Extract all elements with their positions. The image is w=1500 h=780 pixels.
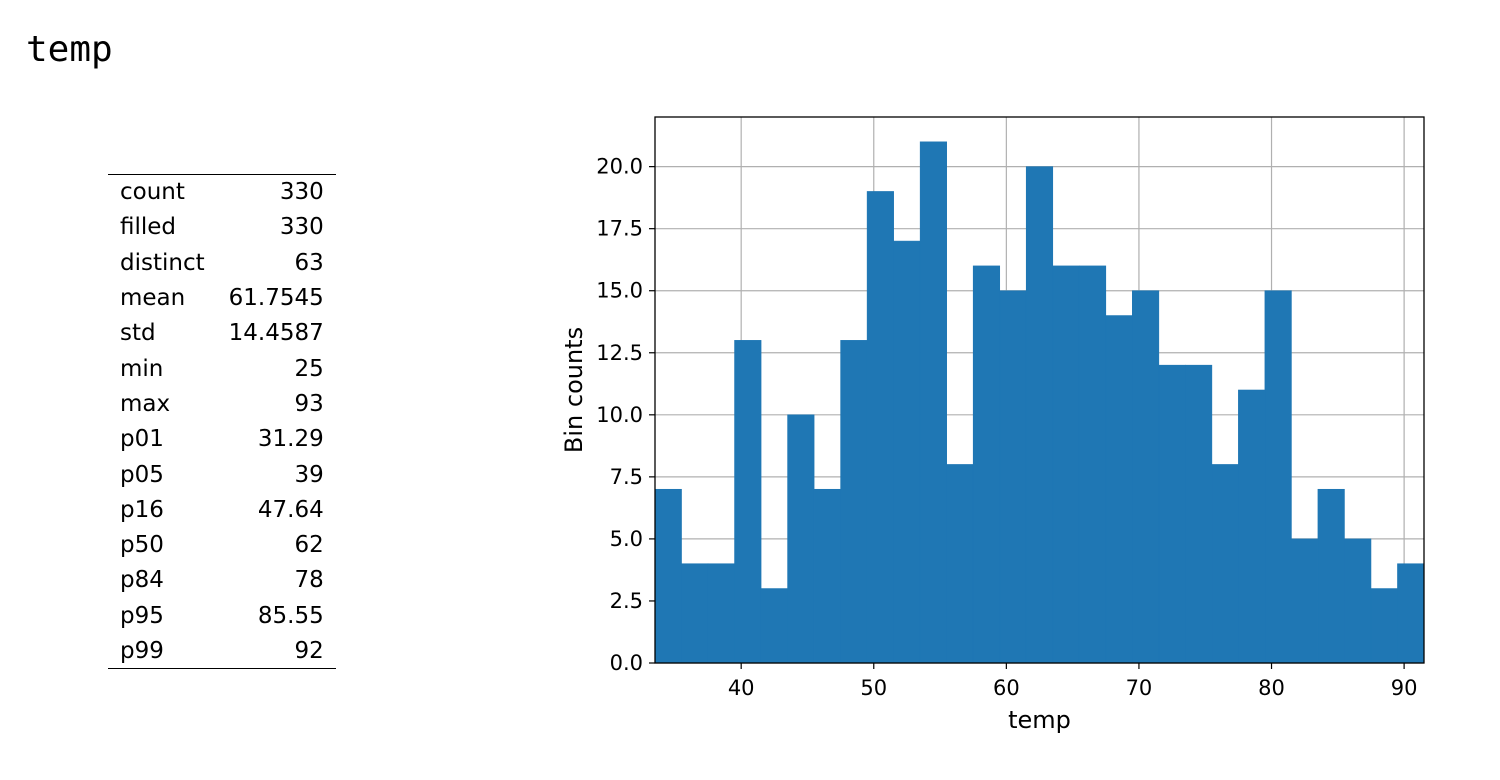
- stat-value: 330: [216, 173, 336, 210]
- y-tick-label: 5.0: [610, 527, 643, 551]
- histogram-bar: [1105, 315, 1133, 664]
- stats-row: p95 85.55: [108, 598, 336, 633]
- stats-row: p84 78: [108, 563, 336, 598]
- stat-label: distinct: [120, 249, 205, 276]
- histogram-bar: [760, 588, 788, 664]
- stat-value: 62: [294, 532, 324, 559]
- stat-label: min: [120, 355, 164, 382]
- y-tick-label: 17.5: [596, 217, 643, 241]
- histogram-bar: [1132, 290, 1160, 664]
- histogram-bar: [707, 563, 735, 664]
- stat-value: 25: [294, 355, 324, 382]
- histogram-bar: [1317, 488, 1345, 664]
- y-tick-label: 20.0: [596, 155, 643, 179]
- histogram-bar: [1052, 265, 1080, 664]
- histogram-bar: [1211, 464, 1239, 664]
- stat-label: p95: [120, 602, 164, 629]
- stat-label: p05: [120, 461, 164, 488]
- histogram-bar: [866, 191, 894, 664]
- stats-row: p50 62: [108, 527, 336, 562]
- stat-label: filled: [120, 214, 177, 241]
- page-title: temp: [26, 29, 113, 70]
- stats-row: p05 39: [108, 457, 336, 492]
- histogram-bar: [1025, 166, 1054, 664]
- histogram-bar: [1238, 389, 1266, 664]
- y-tick-label: 15.0: [596, 279, 643, 303]
- y-tick-label: 7.5: [610, 465, 643, 489]
- histogram-bar: [1264, 290, 1292, 664]
- stat-label: mean: [120, 285, 186, 312]
- stat-label: p50: [120, 532, 164, 559]
- summary-stats-table: count 330 filled 330 distinct 63 mean 61.7545 st…: [108, 173, 336, 670]
- stats-row: distinct 63: [108, 245, 336, 280]
- histogram-bar: [787, 414, 815, 664]
- histogram-bar: [1397, 563, 1425, 664]
- stat-value: 78: [294, 567, 324, 594]
- stat-value: 63: [294, 249, 324, 276]
- histogram-bar: [1078, 265, 1107, 664]
- stat-label: p01: [120, 426, 164, 453]
- histogram-bar: [972, 265, 1001, 664]
- stats-row: filled 330: [108, 210, 336, 245]
- x-tick-label: 90: [1391, 676, 1418, 700]
- histogram-bar: [1370, 588, 1398, 664]
- stat-value: 47.64: [257, 496, 324, 523]
- histogram-bar: [919, 141, 947, 664]
- stats-row: p16 47.64: [108, 492, 336, 527]
- y-tick-label: 0.0: [610, 651, 643, 675]
- histogram-bar: [1158, 364, 1186, 664]
- stats-row: p99 92: [108, 633, 336, 670]
- histogram-bar: [893, 240, 921, 664]
- plot-frame: [654, 116, 1425, 664]
- x-tick-label: 60: [993, 676, 1020, 700]
- y-axis-label: Bin counts: [560, 327, 588, 453]
- x-tick-label: 40: [728, 676, 755, 700]
- histogram-bar: [1185, 364, 1213, 664]
- histogram-bar: [840, 340, 868, 664]
- stats-row: max 93: [108, 386, 336, 421]
- histogram-bars: [654, 141, 1425, 664]
- x-tick-label: 70: [1126, 676, 1153, 700]
- stat-value: 92: [216, 633, 336, 670]
- stat-value: 31.29: [257, 426, 324, 453]
- y-tick-label: 12.5: [596, 341, 643, 365]
- histogram-bar: [999, 290, 1027, 664]
- stat-label: max: [120, 390, 171, 417]
- stat-label: p84: [120, 567, 164, 594]
- stat-value: 93: [294, 390, 324, 417]
- stat-value: 330: [279, 214, 324, 241]
- stat-label: count: [108, 173, 217, 210]
- stats-row: p01 31.29: [108, 422, 336, 457]
- histogram-bar: [681, 563, 709, 664]
- stat-label: std: [120, 320, 156, 347]
- histogram-bar: [734, 340, 762, 664]
- histogram-bar: [946, 464, 974, 664]
- stat-label: p99: [108, 633, 217, 670]
- stat-value: 85.55: [257, 602, 324, 629]
- x-tick-label: 50: [860, 676, 887, 700]
- stats-row: count 330: [108, 173, 336, 210]
- y-tick-label: 2.5: [610, 589, 643, 613]
- y-tick-label: 10.0: [596, 403, 643, 427]
- stats-row: mean 61.7545: [108, 280, 336, 315]
- axis-ticks: 40 50 60 70 80 90 0.0 2.5 5.0 7.5 10.0 12.5 15.0 17.5…: [596, 155, 1417, 700]
- histogram-bar: [1291, 538, 1319, 664]
- stats-row: min 25: [108, 351, 336, 386]
- stat-value: 14.4587: [228, 320, 324, 347]
- stat-value: 61.7545: [228, 285, 324, 312]
- stat-label: p16: [120, 496, 164, 523]
- x-axis-label: temp: [1008, 706, 1071, 734]
- stat-value: 39: [294, 461, 324, 488]
- histogram-bar: [654, 488, 682, 664]
- histogram-bar: [1344, 538, 1372, 664]
- histogram-bar: [813, 488, 841, 664]
- stats-row: std 14.4587: [108, 316, 336, 351]
- x-tick-label: 80: [1258, 676, 1285, 700]
